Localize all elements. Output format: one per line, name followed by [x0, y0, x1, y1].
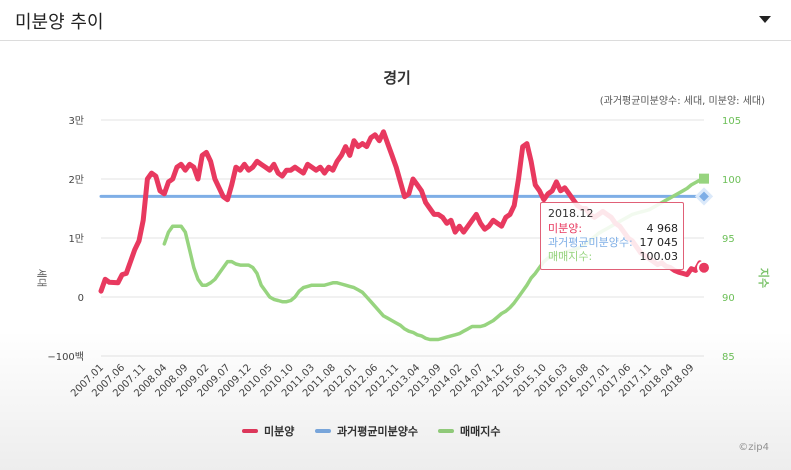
legend-swatch-unsold	[242, 429, 258, 433]
tooltip-unsold-label: 미분양:	[548, 222, 583, 235]
chart-legend: 미분양 과거평균미분양수 매매지수	[0, 423, 791, 439]
left-tick-label: 3만	[68, 115, 84, 127]
chart-title: 경기	[383, 69, 411, 87]
tooltip-unsold-value: 4 968	[646, 222, 679, 235]
tooltip-average-value: 17 045	[639, 236, 679, 249]
right-tick-label: 90	[722, 293, 735, 304]
tooltip-index-label: 매매지수:	[548, 250, 593, 263]
legend-label-average: 과거평균미분양수	[337, 425, 418, 438]
unsold-highlight-marker	[697, 260, 711, 275]
legend-label-index: 매매지수	[460, 425, 501, 438]
right-tick-label: 95	[722, 234, 735, 245]
right-tick-label: 85	[722, 352, 735, 363]
data-tooltip: 2018.12 미분양: 4 968 과거평균미분양수: 17 045 매매지수…	[540, 202, 684, 270]
chart-credit: ©zip4	[738, 442, 769, 453]
left-tick-label: 2만	[68, 174, 84, 186]
y-axis-left-label: 세대	[35, 269, 47, 287]
highlight-markers	[694, 173, 714, 275]
chart-canvas: 경기 (과거평균미분양수: 세대, 미분양: 세대) 3만2만1만0−100백 …	[35, 69, 771, 399]
left-tick-label: 1만	[68, 233, 84, 245]
legend-item-average[interactable]: 과거평균미분양수	[315, 423, 418, 439]
index-highlight-marker	[699, 173, 709, 184]
legend-swatch-average	[315, 429, 331, 433]
legend-item-unsold[interactable]: 미분양	[242, 423, 294, 439]
right-tick-label: 105	[722, 116, 741, 127]
collapse-caret-icon[interactable]	[759, 16, 771, 23]
chart-subtitle: (과거평균미분양수: 세대, 미분양: 세대)	[600, 95, 765, 107]
tooltip-date: 2018.12	[548, 207, 594, 220]
legend-swatch-index	[438, 429, 454, 433]
average-highlight-marker	[694, 187, 714, 206]
legend-label-unsold: 미분양	[264, 425, 295, 438]
left-axis-ticks: 3만 2만 1만 0 −100백	[47, 115, 84, 363]
card-title: 미분양 추이	[15, 12, 104, 33]
tooltip-average-label: 과거평균미분양수:	[548, 236, 633, 249]
card-header: 미분양 추이	[0, 0, 791, 41]
left-tick-label: 0	[78, 293, 84, 304]
right-tick-label: 100	[722, 175, 741, 186]
legend-item-index[interactable]: 매매지수	[438, 423, 500, 439]
left-tick-label: −100백	[47, 351, 84, 363]
right-axis-ticks: 105 100 95 90 85	[722, 116, 741, 363]
tooltip-index-value: 100.03	[639, 250, 679, 263]
y-axis-right-label: 지수	[757, 268, 771, 288]
x-axis-ticks: 2007.012007.062007.112008.042008.092009.…	[69, 362, 696, 399]
